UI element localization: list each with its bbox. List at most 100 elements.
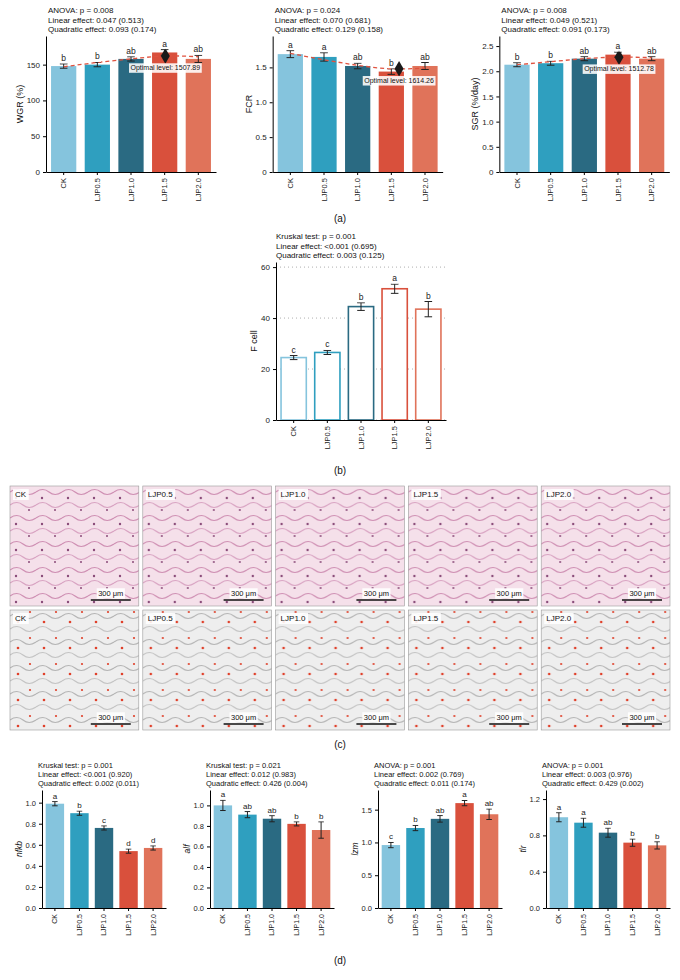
bar — [572, 59, 597, 172]
text-patch — [230, 588, 258, 599]
tick-label: 0.4 — [194, 863, 204, 872]
histology-panel: CK300 μm — [10, 610, 139, 730]
tick-label: CK — [51, 914, 58, 924]
significance-letter: ab — [353, 52, 363, 62]
error-cap — [150, 845, 156, 846]
optimum-marker — [395, 61, 404, 77]
y-axis: 0.00.20.40.60.81.0 — [194, 791, 211, 913]
error-cap — [269, 821, 275, 822]
significance-letter: a — [221, 790, 226, 799]
tick-mark — [207, 805, 210, 806]
text-patch — [363, 76, 436, 86]
error-cap — [101, 825, 107, 826]
scale-bar — [224, 599, 264, 601]
text-patch — [76, 801, 83, 811]
tick-mark — [543, 908, 546, 909]
axis-line — [46, 37, 47, 173]
significance-letter: ab — [485, 799, 494, 808]
tick-label: 1.5 — [256, 63, 268, 72]
tick-label: LJP2.0 — [654, 914, 661, 936]
x-tick: CK — [286, 172, 295, 188]
tick-mark — [207, 908, 210, 909]
significance-letter-group: b — [425, 290, 432, 301]
text-patch — [419, 51, 431, 62]
error-cap — [318, 838, 324, 839]
tick-label: 0.0 — [362, 904, 372, 913]
y-axis: 00.51.01.52.02.5 — [482, 37, 500, 178]
error-cap — [421, 62, 429, 63]
y-tick: 1.0 — [482, 118, 499, 127]
image-label-group: LJP1.0 — [279, 489, 308, 500]
significance-letter: ab — [268, 806, 277, 815]
error-cap — [630, 846, 636, 847]
tick-mark — [273, 267, 276, 268]
histology-panel: LJP1.5300 μm — [408, 610, 537, 730]
tick-mark — [273, 318, 276, 319]
text-patch — [13, 489, 29, 500]
tick-mark — [543, 835, 546, 836]
bar — [311, 57, 336, 172]
background — [0, 0, 680, 980]
text-patch — [230, 712, 258, 723]
text-patch — [646, 45, 658, 56]
tick-label: 0.0 — [194, 904, 204, 913]
tick-label: 0.8 — [530, 831, 540, 840]
tick-mark — [517, 172, 518, 175]
error-cap — [354, 68, 362, 69]
bar — [315, 352, 340, 420]
histology-image — [541, 486, 670, 606]
tick-mark — [617, 172, 618, 175]
tick-label: 0.0 — [530, 904, 540, 913]
bar — [406, 828, 424, 908]
tick-mark — [296, 908, 297, 911]
y-axis-title: FCR — [244, 94, 254, 113]
fit-curve — [517, 57, 652, 65]
tick-label: LJP1.0 — [100, 914, 107, 936]
bar — [538, 63, 563, 172]
significance-letter: b — [95, 51, 100, 61]
grid-line — [276, 267, 446, 268]
text-patch — [629, 829, 636, 839]
tick-label: LJP1.5 — [387, 178, 396, 201]
significance-letter: a — [557, 803, 562, 812]
scale-bar — [224, 723, 264, 725]
tick-mark — [464, 908, 465, 911]
significance-letter: d — [126, 839, 130, 848]
x-tick: LJP0.5 — [323, 420, 332, 449]
bar — [70, 813, 88, 908]
stats-text: Quadratic effect: 0.429 (0.002) — [542, 779, 644, 788]
text-patch — [435, 805, 446, 815]
bar — [648, 845, 666, 908]
stats-text: ANOVA: p = 0.024 — [275, 6, 341, 15]
error-stem — [63, 64, 64, 68]
tick-mark — [43, 65, 46, 66]
error-cap — [605, 837, 611, 838]
x-tick: LJP1.5 — [293, 908, 300, 936]
stats-text: Kruskal test: p = 0.021 — [206, 761, 281, 770]
histology-panel: LJP0.5300 μm — [143, 486, 272, 606]
tick-mark — [273, 369, 276, 370]
tick-label: 0.2 — [194, 883, 204, 892]
significance-letter-group: b — [388, 57, 395, 68]
tick-mark — [39, 824, 42, 825]
significance-letter-group: a — [461, 790, 468, 800]
histology-image — [276, 610, 405, 730]
y-tick: 0.4 — [530, 868, 546, 877]
bar-chart: bbabaabOptimal level: 1512.7800.51.01.52… — [470, 6, 670, 201]
axis-line — [273, 37, 274, 173]
tick-mark — [222, 908, 223, 911]
significance-letter-group: b — [293, 811, 300, 821]
significance-letter-group: b — [654, 831, 661, 841]
error-cap — [294, 821, 300, 822]
error-cap — [324, 354, 332, 355]
image-label: LJP1.0 — [281, 490, 306, 499]
tick-mark — [608, 908, 609, 911]
error-cap — [486, 809, 492, 810]
tick-label: 50 — [31, 132, 40, 141]
scale-bar-label: 300 μm — [364, 713, 389, 722]
error-stem — [489, 809, 490, 819]
image-label: CK — [15, 614, 27, 623]
tick-label: CK — [286, 178, 295, 188]
tick-mark — [375, 908, 378, 909]
x-tick: LJP1.0 — [100, 908, 107, 936]
